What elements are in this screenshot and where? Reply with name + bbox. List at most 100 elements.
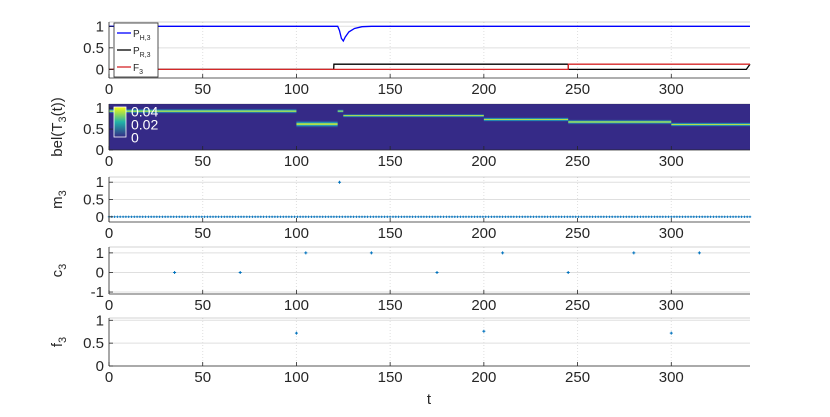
x-tick-label-6: 300	[659, 297, 684, 314]
x-tick-label-6: 300	[659, 81, 684, 98]
y-axis-label-2: bel(T3(t))	[49, 97, 69, 156]
y-label-subscript: 3	[57, 116, 69, 122]
x-tick-label-6: 300	[659, 369, 684, 386]
data-point-1	[173, 270, 177, 274]
data-point-6	[501, 251, 505, 255]
legend-subscript: H,3	[140, 35, 151, 42]
y-label-main: f	[49, 342, 66, 347]
y-tick-label-0: 0	[96, 61, 104, 78]
x-tick-label-5: 250	[565, 297, 590, 314]
y-label-subscript: 3	[57, 264, 69, 270]
series-line-1	[109, 25, 750, 43]
belief-band-4	[343, 113, 484, 118]
y-label-main: m	[49, 196, 66, 209]
x-axis-label: t	[427, 391, 432, 408]
belief-band-3	[337, 109, 344, 114]
y-tick-label-2: 1	[96, 312, 104, 329]
x-tick-label-0: 0	[105, 225, 113, 242]
y-tick-label-0: -1	[91, 284, 104, 301]
x-tick-label-3: 150	[378, 369, 403, 386]
zero-markers	[107, 215, 752, 219]
y-tick-label-1: 0.5	[83, 335, 104, 352]
legend-box	[113, 22, 159, 78]
y-axis-label-4: c3	[49, 264, 69, 278]
y-axis-label-3: m3	[49, 190, 69, 209]
colorbar	[113, 106, 127, 138]
x-tick-label-1: 50	[194, 153, 211, 170]
legend-label: P	[133, 46, 140, 57]
x-tick-label-4: 200	[471, 81, 496, 98]
x-tick-label-0: 0	[105, 369, 113, 386]
y-label-main: c	[49, 269, 66, 277]
belief-band-7	[671, 121, 750, 127]
y-tick-label-0: 0	[96, 358, 104, 375]
x-tick-label-0: 0	[105, 297, 113, 314]
y-label-end: (t))	[49, 97, 66, 116]
y-tick-label-2: 1	[96, 100, 104, 117]
data-point-1	[294, 331, 298, 335]
y-label-main: bel(T	[49, 123, 66, 157]
x-tick-label-5: 250	[565, 81, 590, 98]
data-point-8	[632, 251, 636, 255]
x-tick-label-2: 100	[284, 297, 309, 314]
y-label-subscript: 3	[57, 337, 69, 343]
colorbar-label-1: 0.04	[131, 104, 158, 120]
legend-label: F	[133, 63, 139, 74]
legend-entry-3: F3	[133, 63, 143, 76]
x-tick-label-5: 250	[565, 225, 590, 242]
x-tick-label-2: 100	[284, 369, 309, 386]
x-tick-label-2: 100	[284, 225, 309, 242]
x-tick-label-4: 200	[471, 369, 496, 386]
x-tick-label-1: 50	[194, 297, 211, 314]
y-tick-label-1: 0.5	[83, 192, 104, 209]
y-tick-label-0: 0	[96, 209, 104, 226]
legend-subscript: 3	[139, 69, 143, 76]
y-tick-label-0: 0	[96, 142, 104, 159]
data-point-7	[566, 270, 570, 274]
data-point-9	[697, 251, 701, 255]
legend-entry-1: PH,3	[133, 29, 151, 42]
data-point-1	[338, 180, 342, 184]
x-tick-label-2: 100	[284, 153, 309, 170]
belief-band-6	[568, 119, 672, 125]
x-tick-label-1: 50	[194, 369, 211, 386]
x-tick-label-4: 200	[471, 153, 496, 170]
belief-band-1	[109, 108, 297, 115]
y-tick-label-2: 1	[96, 245, 104, 262]
legend-label: P	[133, 29, 140, 40]
panel-3: 0 50 100 150 200 250 300 00.51 m3	[49, 174, 752, 242]
x-tick-label-6: 300	[659, 153, 684, 170]
x-tick-label-1: 50	[194, 225, 211, 242]
x-tick-label-3: 150	[378, 153, 403, 170]
belief-band-2	[296, 119, 338, 129]
x-tick-label-1: 50	[194, 81, 211, 98]
legend-entry-2: PR,3	[133, 46, 151, 59]
data-point-3	[304, 251, 308, 255]
data-point-3	[669, 331, 673, 335]
y-tick-label-1: 0	[96, 264, 104, 281]
colorbar-label-3: 0	[131, 130, 139, 146]
belief-band-5	[483, 116, 569, 122]
x-tick-label-4: 200	[471, 297, 496, 314]
x-tick-label-5: 250	[565, 369, 590, 386]
data-point-2	[482, 329, 486, 333]
x-tick-label-5: 250	[565, 153, 590, 170]
x-tick-label-3: 150	[378, 297, 403, 314]
x-tick-label-4: 200	[471, 225, 496, 242]
y-tick-label-1: 0.5	[83, 40, 104, 57]
series-line-2	[109, 63, 751, 71]
y-tick-label-1: 0.5	[83, 121, 104, 138]
data-point-5	[435, 270, 439, 274]
data-point-4	[369, 251, 373, 255]
x-tick-label-6: 300	[659, 225, 684, 242]
x-tick-label-3: 150	[378, 225, 403, 242]
y-label-subscript: 3	[57, 190, 69, 196]
y-tick-label-2: 1	[96, 174, 104, 191]
x-tick-label-2: 100	[284, 81, 309, 98]
x-tick-label-0: 0	[105, 153, 113, 170]
